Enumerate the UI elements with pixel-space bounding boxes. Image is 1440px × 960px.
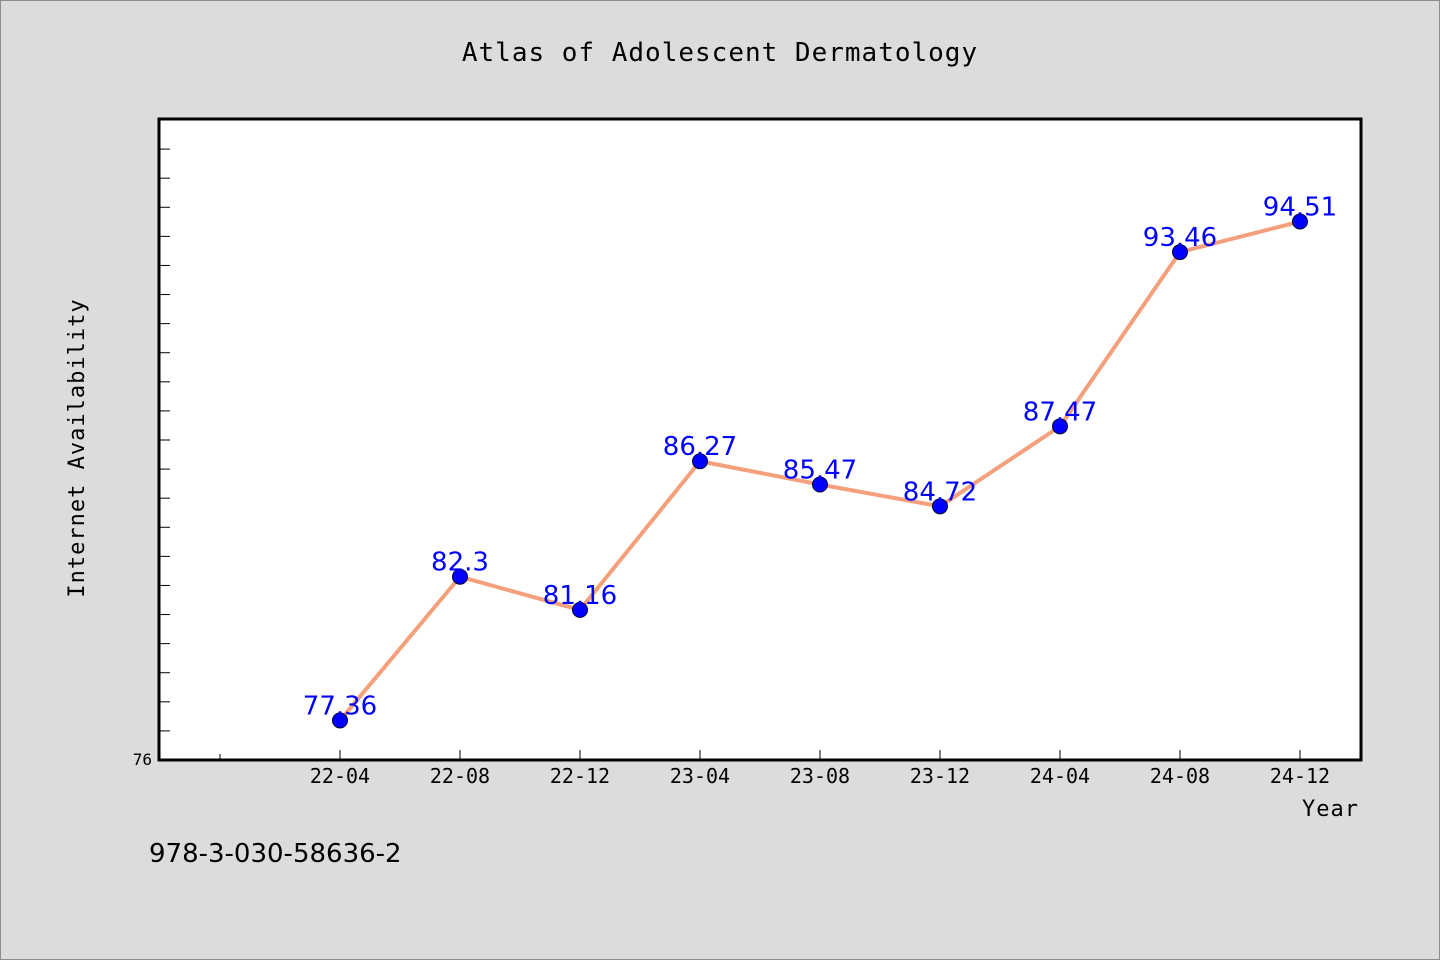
x-tick-label: 23-08: [790, 764, 850, 788]
data-label: 81.16: [543, 581, 617, 611]
data-point: [1052, 418, 1068, 435]
data-point: [932, 498, 948, 515]
x-tick-label: 22-04: [310, 764, 370, 788]
data-point-markers: [332, 213, 1308, 729]
data-label: 77.36: [303, 691, 377, 721]
data-point: [332, 712, 348, 729]
plot-area: [157, 117, 1363, 762]
x-tick-label: 22-12: [550, 764, 610, 788]
data-label: 87.47: [1023, 397, 1097, 427]
isbn-footer: 978-3-030-58636-2: [149, 839, 402, 869]
data-label: 82.3: [431, 548, 489, 578]
data-label: 93.46: [1143, 223, 1217, 253]
x-tick-labels: 22-04 22-08 22-12 23-04 23-08 23-12 24-04 24-08…: [310, 764, 1330, 788]
chart-title: Atlas of Adolescent Dermatology: [462, 38, 978, 68]
data-label: 94.51: [1263, 193, 1337, 223]
x-axis-ticks: [219, 750, 1301, 760]
data-point: [812, 476, 828, 493]
data-label: 86.27: [663, 432, 737, 462]
x-tick-label: 24-04: [1030, 764, 1090, 788]
data-point: [572, 601, 588, 618]
x-tick-label: 24-08: [1150, 764, 1210, 788]
data-point: [692, 453, 708, 470]
data-label: 84.72: [903, 477, 977, 507]
x-tick-label: 22-08: [430, 764, 490, 788]
data-point: [1172, 244, 1188, 261]
data-point: [452, 568, 468, 585]
data-labels: 77.36 82.3 81.16 86.27 85.47 84.72 87.47 93.46 9…: [303, 193, 1337, 722]
y-axis-title: Internet Availability: [65, 298, 90, 597]
y-axis-ticks: [160, 119, 170, 761]
x-tick-label: 23-12: [910, 764, 970, 788]
x-tick-label: 23-04: [670, 764, 730, 788]
x-axis-title: Year: [1302, 797, 1359, 822]
x-tick-label: 24-12: [1270, 764, 1330, 788]
y-tick-label: 76: [133, 750, 152, 769]
data-label: 85.47: [783, 456, 857, 486]
data-point: [1292, 213, 1308, 230]
